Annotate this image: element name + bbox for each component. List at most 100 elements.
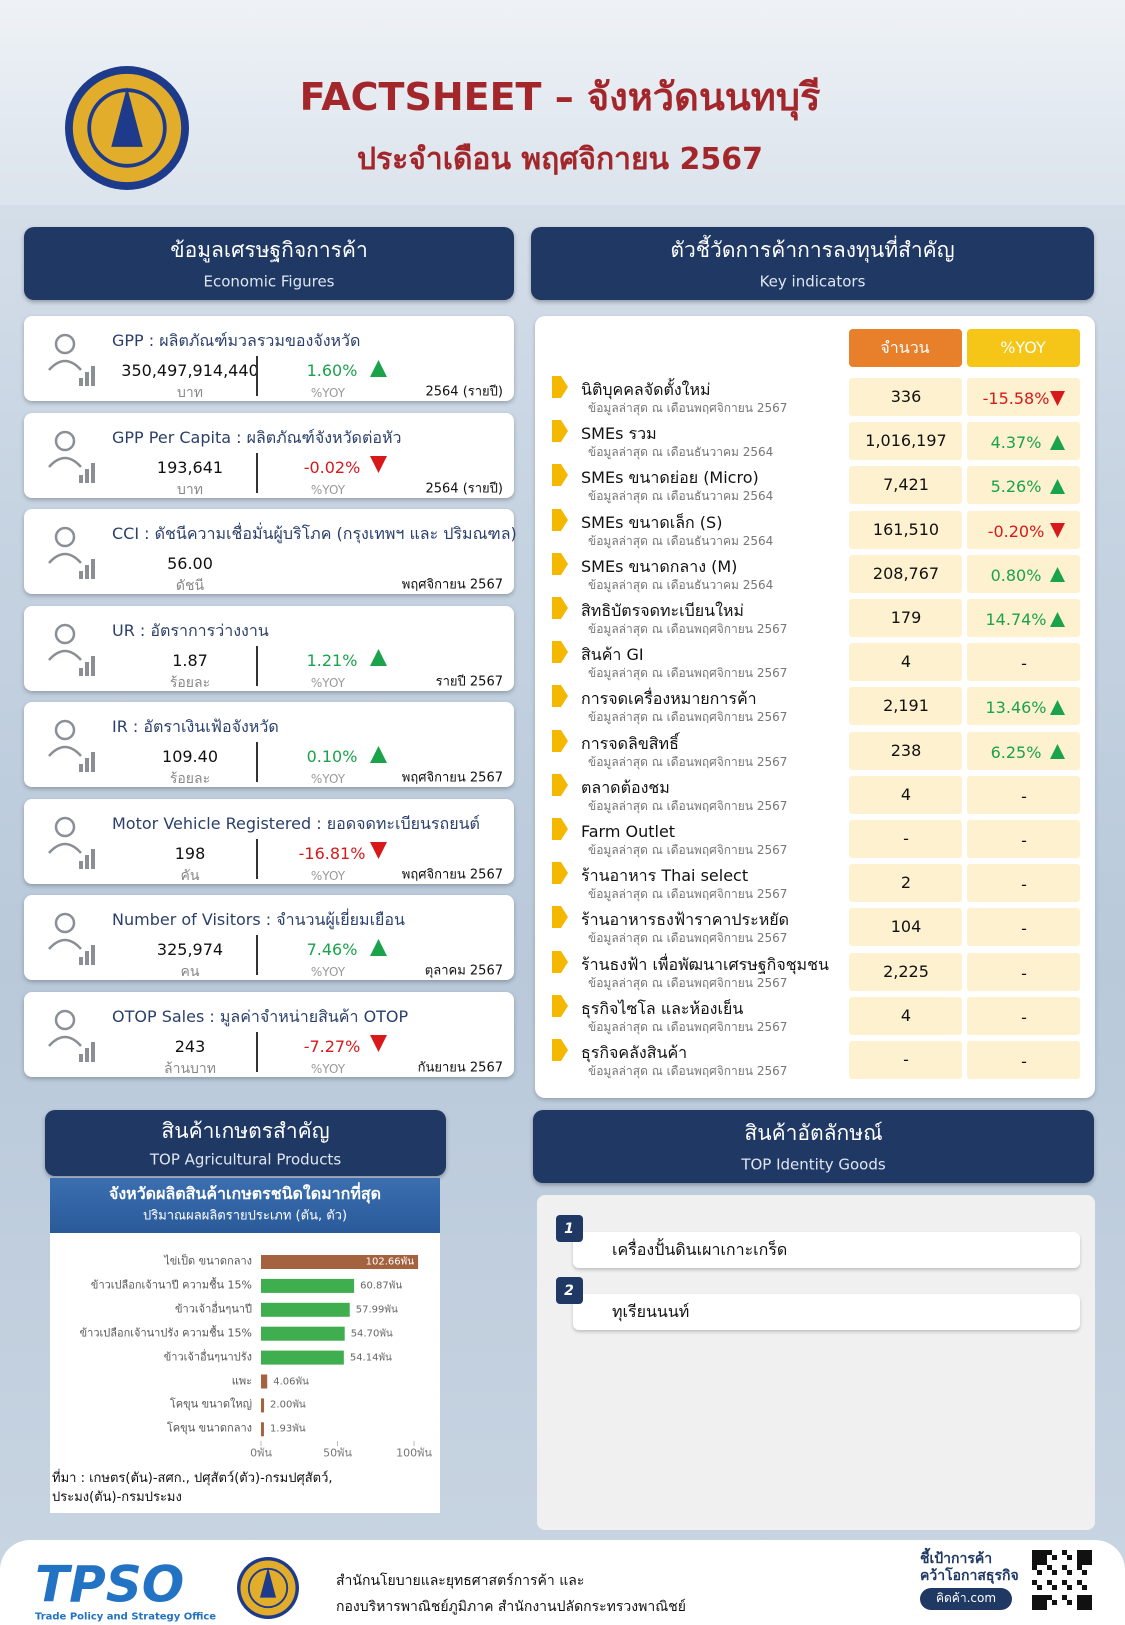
yoy-cell	[967, 864, 1080, 903]
icon-bar	[79, 571, 83, 579]
figure-change: -7.27%	[303, 1036, 361, 1056]
footer-org-1: สำนักนโยบายและยุทธศาสตร์การค้า และ	[336, 1572, 585, 1589]
yoy-cell	[967, 775, 1080, 814]
qr-cell	[1087, 1595, 1092, 1600]
arrow-shape	[1050, 478, 1065, 494]
site-pill	[920, 1588, 1012, 1610]
row-note: ข้อมูลล่าสุด ณ เดือนพฤศจิกายน 2567	[588, 710, 788, 725]
qr-cell	[1062, 1595, 1067, 1600]
category-label: ข้าวเจ้าอื่นๆนาปรัง	[163, 1350, 252, 1364]
icon-bar	[85, 951, 89, 965]
section-title: ตัวชี้วัดการค้าการลงทุนที่สำคัญ	[670, 238, 955, 263]
icon-bar	[85, 1047, 89, 1062]
bar	[261, 1374, 268, 1389]
qr-cell	[1082, 1600, 1087, 1605]
qr-cell	[1032, 1605, 1037, 1610]
icon-bar	[79, 378, 83, 386]
row-count: 7,421	[883, 475, 929, 495]
row-marker	[552, 685, 568, 708]
icon-bar	[91, 1041, 95, 1062]
category-label: โคขุน ขนาดกลาง	[166, 1421, 252, 1435]
footer-org-2: กองบริหารพาณิชย์ภูมิภาค สำนักงานปลัดกระท…	[336, 1598, 686, 1615]
trend-arrow	[370, 842, 387, 859]
icon-bar	[79, 957, 83, 965]
arrow-shape	[370, 1035, 387, 1052]
footer-logo: TPSO	[35, 1555, 185, 1614]
column-header	[967, 329, 1080, 367]
row-yoy: -	[1021, 1007, 1027, 1027]
figure-period: พฤศจิกายน 2567	[401, 867, 503, 883]
qr-cell	[1037, 1555, 1042, 1560]
qr-cell	[1052, 1585, 1057, 1590]
count-cell	[849, 554, 962, 593]
icon-body	[48, 842, 82, 854]
figure-label: Number of Visitors : จำนวนผู้เยี่ยมเยือน	[112, 909, 405, 929]
qr-cell	[1042, 1550, 1047, 1555]
bar	[261, 1255, 419, 1269]
identity-pill	[573, 1294, 1080, 1330]
count-cell	[849, 775, 962, 814]
qr-cell	[1087, 1555, 1092, 1560]
icon-head	[54, 816, 76, 837]
row-name: ธุรกิจไซโล และห้องเย็น	[581, 998, 744, 1018]
count-cell	[849, 952, 962, 991]
trend-arrow	[370, 1035, 387, 1052]
trend-arrow	[1050, 744, 1065, 760]
row-marker	[552, 950, 568, 973]
row-note: ข้อมูลล่าสุด ณ เดือนพฤศจิกายน 2567	[588, 754, 788, 769]
figure-value: 243	[174, 1036, 206, 1056]
qr-cell	[1037, 1605, 1042, 1610]
figure-value: 193,641	[156, 457, 224, 477]
row-yoy: 5.26%	[990, 477, 1042, 497]
marker-shape	[552, 508, 568, 531]
section-subtitle: TOP Agricultural Products	[149, 1150, 342, 1169]
figure-period: พฤศจิกายน 2567	[401, 577, 503, 593]
qr-cell	[1032, 1580, 1037, 1585]
row-yoy: -0.20%	[987, 521, 1045, 541]
figure-divider	[256, 645, 258, 686]
qr-cell	[1082, 1560, 1087, 1565]
yoy-cell	[967, 952, 1080, 991]
figure-icon	[48, 912, 95, 965]
qr-cell	[1062, 1580, 1067, 1585]
icon-bar	[91, 848, 95, 869]
qr-cell	[1042, 1555, 1047, 1560]
icon-bar	[85, 854, 89, 869]
section-title: สินค้าเกษตรสำคัญ	[161, 1119, 330, 1144]
marker-shape	[552, 552, 568, 575]
qr-cell	[1042, 1595, 1047, 1600]
icon-bar	[79, 860, 83, 869]
yoy-cell	[967, 687, 1080, 726]
qr-cell	[1077, 1560, 1082, 1565]
row-note: ข้อมูลล่าสุด ณ เดือนพฤศจิกายน 2567	[588, 622, 788, 637]
row-count: 4	[900, 784, 912, 804]
figure-value: 56.00	[167, 553, 213, 573]
trend-arrow	[370, 359, 387, 377]
yoy-cell	[967, 820, 1080, 858]
trend-arrow	[1050, 699, 1065, 715]
row-name: SMEs ขนาดกลาง (M)	[581, 556, 738, 576]
row-note: ข้อมูลล่าสุด ณ เดือนพฤศจิกายน 2567	[588, 1019, 788, 1034]
icon-bar	[91, 655, 95, 676]
row-name: การจดลิขสิทธิ์	[581, 733, 679, 753]
bar	[261, 1302, 350, 1317]
row-note: ข้อมูลล่าสุด ณ เดือนพฤศจิกายน 2567	[588, 1064, 788, 1079]
figure-icon	[48, 816, 95, 869]
identity-name: ทุเรียนนนท์	[612, 1301, 690, 1321]
figure-change: -16.81%	[298, 843, 366, 863]
qr-cell	[1087, 1600, 1092, 1605]
qr-cell	[1087, 1560, 1092, 1565]
figure-divider	[256, 1031, 258, 1072]
row-name: ร้านอาหารธงฟ้าราคาประหยัด	[581, 910, 790, 930]
emblem	[65, 66, 189, 190]
marker-shape	[552, 376, 568, 398]
section-header	[24, 227, 514, 300]
qr-cell	[1077, 1605, 1082, 1610]
qr-cell	[1067, 1585, 1072, 1590]
bar	[261, 1350, 344, 1365]
figure-label: OTOP Sales : มูลค่าจำหน่ายสินค้า OTOP	[112, 1006, 409, 1026]
identity-pill	[573, 1232, 1080, 1268]
figure-value: 350,497,914,440	[121, 360, 259, 380]
figure-change: 0.10%	[306, 746, 358, 766]
marker-shape	[552, 685, 568, 708]
